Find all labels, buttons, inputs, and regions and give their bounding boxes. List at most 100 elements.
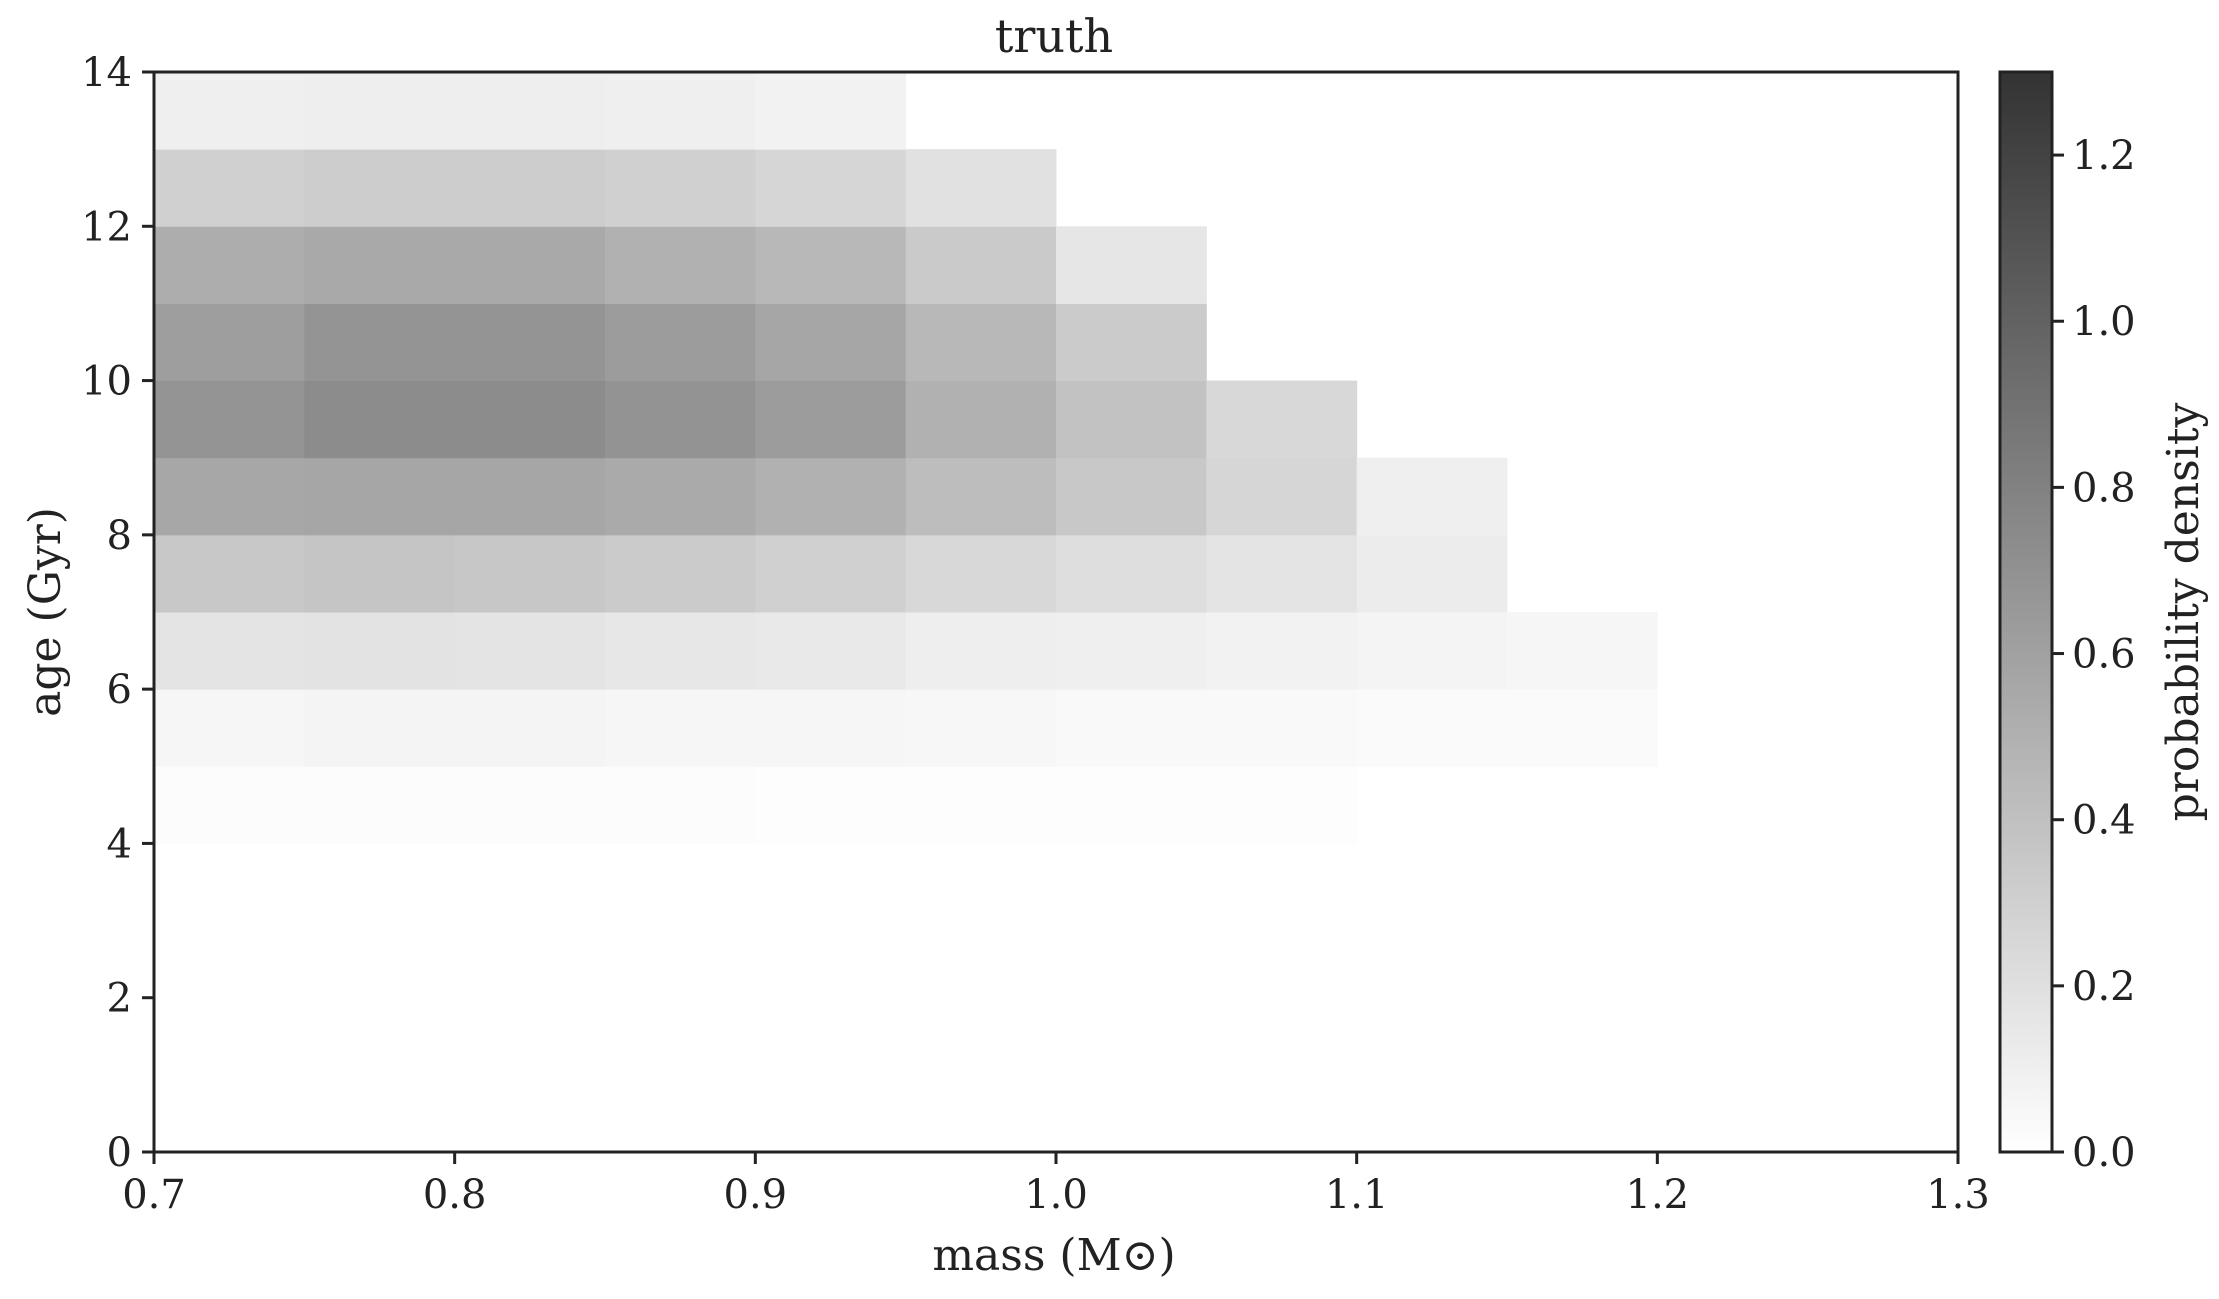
heatmap-cell [154,766,305,844]
colorbar-tick-label: 0.6 [2072,632,2136,678]
heatmap-cell [154,303,305,382]
heatmap-cell [304,303,456,382]
heatmap-cell [1056,303,1207,382]
heatmap-cell [1056,534,1207,613]
x-tick-label: 1.1 [1325,1172,1389,1218]
heatmap-cell [454,380,606,459]
heatmap-cell [1056,457,1207,536]
heatmap-cell [304,380,456,459]
heatmap-cell [304,689,456,767]
heatmap-cell [1206,534,1358,613]
heatmap-cell [755,612,907,690]
heatmap-cell [755,766,907,844]
heatmap-cell [605,457,756,536]
heatmap-cell [905,689,1057,767]
colorbar-tick-label: 1.0 [2072,299,2136,345]
heatmap-cell [605,149,756,227]
heatmap-cells [154,72,1658,844]
heatmap-cell [755,149,907,227]
y-tick-label: 12 [81,204,132,250]
heatmap-cell [905,226,1057,304]
colorbar-tick-label: 0.2 [2072,964,2136,1010]
heatmap-cell [454,534,606,613]
heatmap-cell [1507,612,1658,690]
heatmap-cell [454,226,606,304]
heatmap-cell [905,534,1057,613]
colorbar-tick-label: 0.8 [2072,465,2136,511]
y-tick-label: 8 [107,513,132,559]
heatmap-cell [304,457,456,536]
heatmap-cell [454,457,606,536]
heatmap-cell [1206,457,1358,536]
heatmap-cell [154,689,305,767]
heatmap-cell [1206,766,1358,844]
heatmap-cell [755,380,907,459]
heatmap-cell [755,457,907,536]
heatmap-cell [755,689,907,767]
y-tick-label: 10 [81,359,132,405]
heatmap-cell [304,72,456,150]
heatmap-cell [154,612,305,690]
colorbar-tick-label: 0.4 [2072,798,2136,844]
heatmap-cell [605,689,756,767]
x-tick-label: 0.8 [423,1172,487,1218]
x-tick-label: 1.3 [1926,1172,1990,1218]
heatmap-cell [605,303,756,382]
heatmap-cell [304,612,456,690]
heatmap-cell [454,72,606,150]
heatmap-cell [605,380,756,459]
heatmap-cell [454,689,606,767]
heatmap-cell [905,766,1057,844]
heatmap-cell [905,303,1057,382]
heatmap-cell [755,72,907,150]
heatmap-cell [1356,534,1508,613]
heatmap-cell [154,72,305,150]
heatmap-cell [605,534,756,613]
heatmap-cell [454,612,606,690]
heatmap-cell [1056,380,1207,459]
colorbar-ticks: 0.0 0.2 0.4 0.6 0.8 1.0 1.2 [2052,133,2136,1176]
heatmap-cell [1356,457,1508,536]
y-axis-label: age (Gyr) [20,507,71,717]
heatmap-cell [755,303,907,382]
heatmap-cell [1507,689,1658,767]
x-tick-label: 0.9 [724,1172,788,1218]
heatmap-cell [905,380,1057,459]
heatmap-cell [304,534,456,613]
heatmap-cell [905,612,1057,690]
heatmap-cell [1056,226,1207,304]
y-axis-ticks: 0 2 4 6 8 10 12 14 [81,50,154,1176]
y-tick-label: 4 [107,821,132,867]
colorbar-tick-label: 1.2 [2072,133,2136,179]
heatmap-cell [304,226,456,304]
heatmap-cell [1056,766,1207,844]
x-tick-label: 1.0 [1024,1172,1088,1218]
colorbar-label: probability density [2158,402,2209,821]
y-tick-label: 14 [81,50,132,96]
x-axis-ticks: 0.7 0.8 0.9 1.0 1.1 1.2 1.3 [122,1152,1990,1218]
heatmap-cell [605,766,756,844]
heatmap-cell [605,612,756,690]
y-tick-label: 2 [107,976,132,1022]
heatmap-cell [154,149,305,227]
heatmap-cell [755,226,907,304]
heatmap-cell [454,149,606,227]
x-tick-label: 0.7 [122,1172,186,1218]
heatmap-cell [1356,612,1508,690]
heatmap-cell [454,766,606,844]
heatmap-cell [1356,689,1508,767]
heatmap-cell [454,303,606,382]
heatmap-cell [1206,689,1358,767]
y-tick-label: 6 [107,667,132,713]
colorbar-tick-label: 0.0 [2072,1130,2136,1176]
heatmap-cell [304,149,456,227]
heatmap-cell [154,380,305,459]
heatmap-cell [1206,612,1358,690]
heatmap-cell [1056,612,1207,690]
heatmap-cell [605,72,756,150]
colorbar [1998,70,2054,1154]
y-tick-label: 0 [107,1130,132,1176]
x-axis-label: mass (M⊙) [932,1230,1175,1281]
heatmap-cell [1056,689,1207,767]
